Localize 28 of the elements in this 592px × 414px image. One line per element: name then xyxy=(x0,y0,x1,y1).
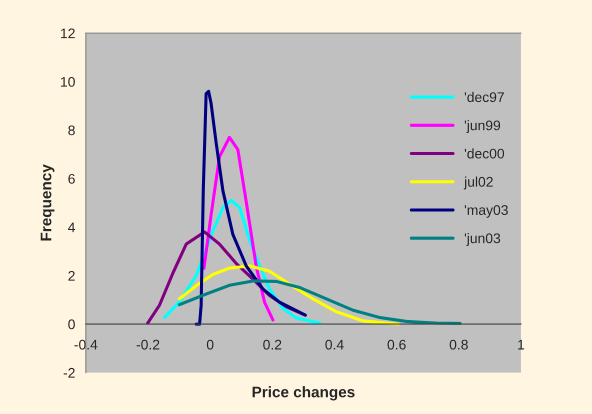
legend-label: jul02 xyxy=(464,176,493,190)
x-tick-label: -0.2 xyxy=(136,340,160,350)
x-tick-label: 0.2 xyxy=(263,340,282,350)
line-series xyxy=(194,90,307,326)
x-tick-label: 1 xyxy=(518,340,524,350)
line-series xyxy=(178,264,400,326)
x-tick-label: 0 xyxy=(206,340,214,350)
y-tick-label: 4 xyxy=(68,222,76,232)
y-tick-label: 0 xyxy=(68,319,75,330)
x-tick-label: 0.4 xyxy=(325,340,344,350)
x-tick-label: -0.4 xyxy=(74,340,98,350)
legend-label: 'jun03 xyxy=(464,233,500,246)
x-tick-label: 0.8 xyxy=(450,340,468,350)
y-tick-label: 12 xyxy=(61,28,75,38)
line-series xyxy=(202,136,274,322)
y-tick-label: -2 xyxy=(64,368,75,378)
y-tick-label: 8 xyxy=(68,125,75,136)
legend-label: 'dec00 xyxy=(464,148,504,159)
x-axis-title: Price changes xyxy=(252,386,355,400)
legend-label: 'may03 xyxy=(464,205,508,218)
y-axis-title: Frequency xyxy=(40,164,54,240)
y-tick-label: 6 xyxy=(68,174,75,184)
y-tick-label: 2 xyxy=(68,270,75,281)
legend-label: 'jun99 xyxy=(464,120,500,134)
y-tick-label: 10 xyxy=(61,76,75,87)
line-series xyxy=(178,279,462,325)
x-tick-label: 0.6 xyxy=(388,340,406,350)
legend-label: 'dec97 xyxy=(464,92,504,102)
